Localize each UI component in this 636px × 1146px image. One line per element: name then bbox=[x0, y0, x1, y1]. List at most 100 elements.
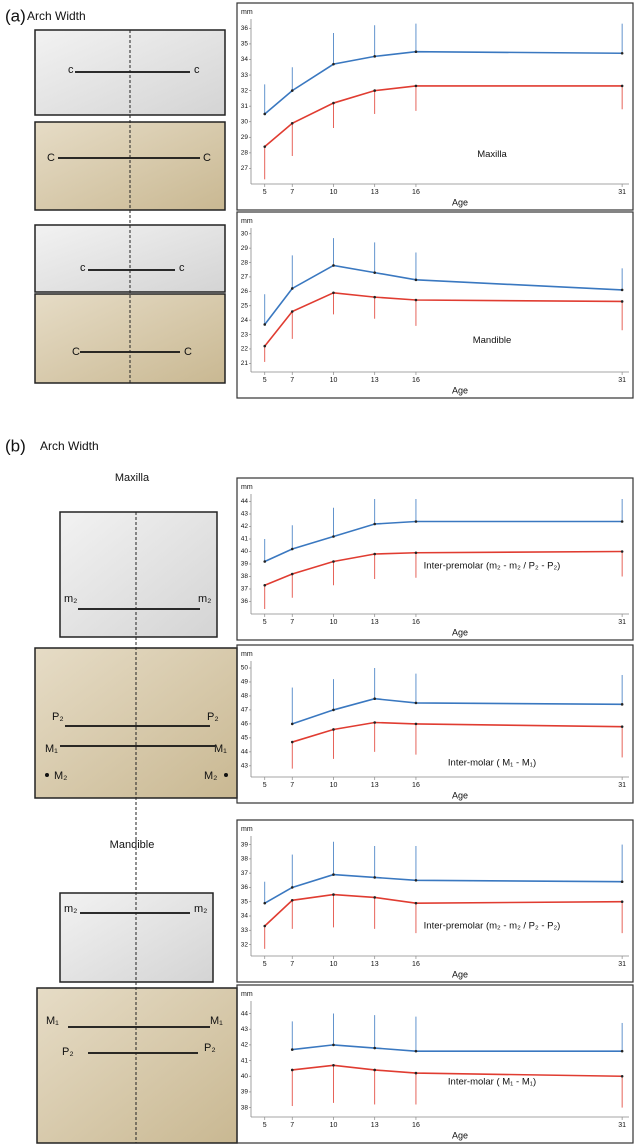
data-point bbox=[332, 1064, 335, 1067]
chart-frame bbox=[237, 820, 633, 982]
y-tick-label: 33 bbox=[241, 72, 249, 79]
data-point bbox=[291, 287, 294, 290]
panel-title: Arch Width bbox=[27, 9, 86, 23]
data-point bbox=[263, 145, 266, 148]
x-axis-label: Age bbox=[452, 627, 468, 637]
data-point bbox=[332, 1044, 335, 1047]
chart-frame bbox=[237, 212, 633, 398]
y-tick-label: 36 bbox=[241, 598, 249, 605]
x-tick-label: 7 bbox=[290, 619, 294, 626]
x-tick-label: 5 bbox=[263, 961, 267, 968]
x-tick-label: 31 bbox=[618, 619, 626, 626]
x-tick-label: 16 bbox=[412, 377, 420, 384]
data-point bbox=[332, 63, 335, 66]
x-tick-label: 13 bbox=[371, 1122, 379, 1129]
y-tick-label: 44 bbox=[241, 749, 249, 756]
series-line bbox=[292, 1065, 622, 1076]
data-point bbox=[373, 1069, 376, 1072]
data-point bbox=[621, 900, 624, 903]
photo-label: M₁ bbox=[45, 743, 58, 755]
data-point bbox=[621, 289, 624, 292]
data-point bbox=[263, 323, 266, 326]
photo bbox=[37, 988, 237, 1143]
data-point bbox=[621, 300, 624, 303]
data-point bbox=[621, 85, 624, 88]
x-axis-label: Age bbox=[452, 385, 468, 395]
data-point bbox=[332, 560, 335, 563]
data-point bbox=[332, 535, 335, 538]
x-tick-label: 16 bbox=[412, 782, 420, 789]
y-axis-label: mm bbox=[241, 484, 253, 491]
data-point bbox=[373, 523, 376, 526]
y-tick-label: 27 bbox=[241, 274, 249, 281]
y-tick-label: 28 bbox=[241, 259, 249, 266]
data-point bbox=[373, 896, 376, 899]
x-tick-label: 16 bbox=[412, 189, 420, 196]
y-tick-label: 36 bbox=[241, 25, 249, 32]
data-point bbox=[415, 50, 418, 53]
data-point bbox=[332, 709, 335, 712]
data-point bbox=[332, 264, 335, 267]
photo-label: M₁ bbox=[46, 1015, 59, 1027]
y-tick-label: 42 bbox=[241, 1042, 249, 1049]
x-tick-label: 13 bbox=[371, 189, 379, 196]
photo-label: M₂ bbox=[204, 770, 217, 782]
x-tick-label: 13 bbox=[371, 782, 379, 789]
y-tick-label: 32 bbox=[241, 941, 249, 948]
x-tick-label: 13 bbox=[371, 961, 379, 968]
y-tick-label: 44 bbox=[241, 498, 249, 505]
y-tick-label: 42 bbox=[241, 523, 249, 530]
x-tick-label: 5 bbox=[263, 377, 267, 384]
data-point bbox=[291, 741, 294, 744]
y-tick-label: 26 bbox=[241, 288, 249, 295]
photo-label: m₂ bbox=[198, 593, 211, 605]
x-tick-label: 7 bbox=[290, 961, 294, 968]
series-line bbox=[265, 293, 622, 346]
y-tick-label: 34 bbox=[241, 913, 249, 920]
data-point bbox=[621, 520, 624, 523]
annotation: Mandible bbox=[473, 335, 512, 346]
x-tick-label: 5 bbox=[263, 619, 267, 626]
y-tick-label: 35 bbox=[241, 898, 249, 905]
y-tick-label: 48 bbox=[241, 693, 249, 700]
data-point bbox=[291, 886, 294, 889]
photo-label: c bbox=[194, 64, 200, 76]
photo-label: C bbox=[184, 346, 192, 358]
photo-label: P₂ bbox=[62, 1046, 74, 1058]
data-point bbox=[373, 55, 376, 58]
y-tick-label: 38 bbox=[241, 1104, 249, 1111]
x-axis-label: Age bbox=[452, 197, 468, 207]
data-point bbox=[263, 925, 266, 928]
y-tick-label: 40 bbox=[241, 1073, 249, 1080]
data-point bbox=[415, 299, 418, 302]
y-tick-label: 40 bbox=[241, 548, 249, 555]
x-tick-label: 16 bbox=[412, 961, 420, 968]
section-label: Mandible bbox=[110, 839, 155, 851]
photo-label: m₂ bbox=[64, 593, 77, 605]
photo-label: c bbox=[80, 262, 86, 274]
photo-label: M₁ bbox=[214, 743, 227, 755]
data-point bbox=[415, 879, 418, 882]
series-line bbox=[265, 265, 622, 324]
data-point bbox=[332, 873, 335, 876]
series-line bbox=[292, 699, 622, 724]
photo-label: C bbox=[203, 152, 211, 164]
y-tick-label: 22 bbox=[241, 346, 249, 353]
dot bbox=[224, 773, 228, 777]
y-tick-label: 37 bbox=[241, 870, 249, 877]
data-point bbox=[263, 113, 266, 116]
data-point bbox=[373, 1047, 376, 1050]
data-point bbox=[373, 721, 376, 724]
y-tick-label: 45 bbox=[241, 735, 249, 742]
x-tick-label: 10 bbox=[330, 961, 338, 968]
x-tick-label: 31 bbox=[618, 782, 626, 789]
y-tick-label: 27 bbox=[241, 165, 249, 172]
data-point bbox=[415, 702, 418, 705]
y-tick-label: 39 bbox=[241, 1089, 249, 1096]
y-tick-label: 38 bbox=[241, 573, 249, 580]
data-point bbox=[415, 85, 418, 88]
y-tick-label: 49 bbox=[241, 679, 249, 686]
data-point bbox=[263, 560, 266, 563]
x-tick-label: 7 bbox=[290, 782, 294, 789]
x-tick-label: 16 bbox=[412, 1122, 420, 1129]
